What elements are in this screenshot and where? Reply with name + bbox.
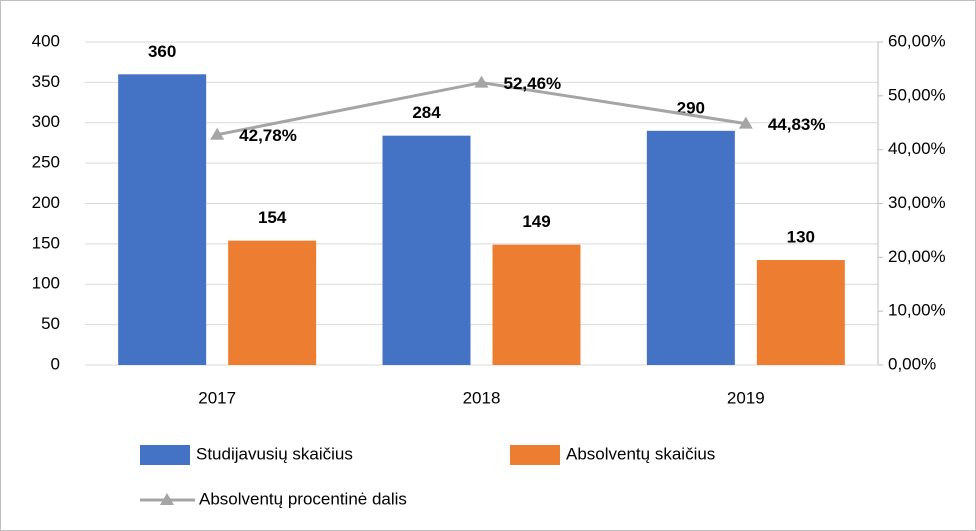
x-tick-label: 2019 (727, 388, 765, 407)
bar (118, 74, 207, 366)
line-marker (210, 127, 225, 140)
y2-tick-label: 30,00% (888, 193, 946, 212)
y2-tick-label: 40,00% (888, 139, 946, 158)
bar (228, 240, 317, 365)
value-label: 42,78% (239, 126, 297, 145)
value-label: 130 (787, 228, 815, 247)
y2-tick-label: 0,00% (888, 354, 936, 373)
value-label: 360 (148, 42, 176, 61)
legend-marker (160, 493, 174, 505)
y-tick-label: 400 (32, 31, 60, 50)
legend-label: Studijavusių skaičius (196, 444, 353, 463)
value-label: 154 (258, 208, 287, 227)
x-tick-label: 2017 (198, 388, 236, 407)
bar (492, 244, 581, 365)
legend-swatch (510, 445, 560, 465)
line-marker (474, 75, 489, 88)
value-label: 284 (412, 103, 441, 122)
y-tick-label: 350 (32, 72, 60, 91)
bar (646, 130, 735, 365)
y-tick-label: 100 (32, 274, 60, 293)
value-label: 52,46% (504, 74, 562, 93)
bar (382, 135, 471, 365)
y-tick-label: 50 (41, 314, 60, 333)
y2-tick-label: 20,00% (888, 247, 946, 266)
legend-label: Absolventų skaičius (566, 444, 715, 463)
line-marker (738, 116, 753, 129)
y2-tick-label: 10,00% (888, 301, 946, 320)
value-label: 44,83% (768, 115, 826, 134)
value-label: 149 (522, 212, 550, 231)
y-tick-label: 150 (32, 233, 60, 252)
y-tick-label: 250 (32, 153, 60, 172)
y-tick-label: 200 (32, 193, 60, 212)
x-tick-label: 2018 (463, 388, 501, 407)
y-tick-label: 300 (32, 112, 60, 131)
legend-swatch (140, 445, 190, 465)
y2-tick-label: 60,00% (888, 31, 946, 50)
y2-tick-label: 50,00% (888, 85, 946, 104)
legend-label: Absolventų procentinė dalis (199, 489, 407, 508)
bar (756, 260, 845, 365)
y-tick-label: 0 (51, 354, 60, 373)
